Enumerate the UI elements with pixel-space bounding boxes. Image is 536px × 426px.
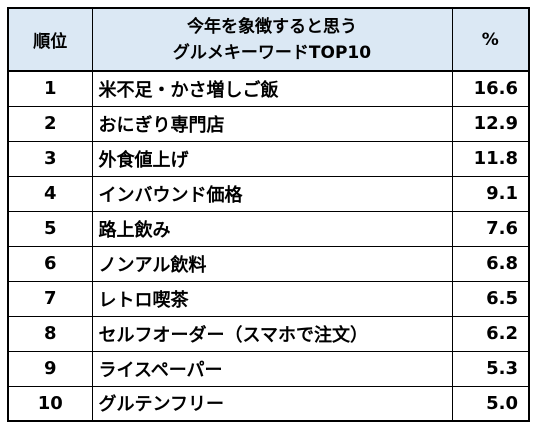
rank-cell: 6 <box>7 245 93 282</box>
percent-cell: 7.6 <box>451 210 530 247</box>
keyword-cell: 外食値上げ <box>91 140 453 177</box>
table-header: 順位 今年を象徴すると思う グルメキーワードTOP10 % <box>7 7 530 72</box>
percent-cell: 11.8 <box>451 140 530 177</box>
rank-cell: 4 <box>7 175 93 212</box>
keyword-cell: セルフオーダー（スマホで注文） <box>91 315 453 352</box>
percent-cell: 5.0 <box>451 385 530 422</box>
rank-cell: 1 <box>7 70 93 107</box>
table-row: 8 セルフオーダー（スマホで注文） 6.2 <box>7 315 530 352</box>
table-row: 7 レトロ喫茶 6.5 <box>7 280 530 317</box>
header-title: 今年を象徴すると思う グルメキーワードTOP10 <box>91 7 453 72</box>
rank-cell: 7 <box>7 280 93 317</box>
table-row: 5 路上飲み 7.6 <box>7 210 530 247</box>
rank-cell: 8 <box>7 315 93 352</box>
keyword-cell: おにぎり専門店 <box>91 105 453 142</box>
table-row: 4 インバウンド価格 9.1 <box>7 175 530 212</box>
keyword-cell: 米不足・かさ増しご飯 <box>91 70 453 107</box>
keyword-cell: ライスペーパー <box>91 350 453 387</box>
header-row: 順位 今年を象徴すると思う グルメキーワードTOP10 % <box>7 7 530 72</box>
table-row: 6 ノンアル飲料 6.8 <box>7 245 530 282</box>
keyword-cell: ノンアル飲料 <box>91 245 453 282</box>
percent-cell: 12.9 <box>451 105 530 142</box>
header-rank: 順位 <box>7 7 93 72</box>
table-body: 1 米不足・かさ増しご飯 16.6 2 おにぎり専門店 12.9 3 外食値上げ… <box>7 70 530 422</box>
keyword-cell: グルテンフリー <box>91 385 453 422</box>
percent-cell: 9.1 <box>451 175 530 212</box>
table-row: 1 米不足・かさ増しご飯 16.6 <box>7 70 530 107</box>
keyword-cell: レトロ喫茶 <box>91 280 453 317</box>
ranking-table: 順位 今年を象徴すると思う グルメキーワードTOP10 % 1 米不足・かさ増し… <box>7 7 530 422</box>
table-row: 9 ライスペーパー 5.3 <box>7 350 530 387</box>
rank-cell: 2 <box>7 105 93 142</box>
header-percent: % <box>451 7 530 72</box>
percent-cell: 6.8 <box>451 245 530 282</box>
percent-cell: 16.6 <box>451 70 530 107</box>
rank-cell: 9 <box>7 350 93 387</box>
rank-cell: 3 <box>7 140 93 177</box>
rank-cell: 5 <box>7 210 93 247</box>
percent-cell: 6.5 <box>451 280 530 317</box>
table-row: 10 グルテンフリー 5.0 <box>7 385 530 422</box>
table-row: 3 外食値上げ 11.8 <box>7 140 530 177</box>
table-row: 2 おにぎり専門店 12.9 <box>7 105 530 142</box>
percent-cell: 5.3 <box>451 350 530 387</box>
header-title-line2: グルメキーワードTOP10 <box>172 42 372 63</box>
percent-cell: 6.2 <box>451 315 530 352</box>
ranking-table-container: 順位 今年を象徴すると思う グルメキーワードTOP10 % 1 米不足・かさ増し… <box>7 7 530 422</box>
rank-cell: 10 <box>7 385 93 422</box>
keyword-cell: 路上飲み <box>91 210 453 247</box>
header-title-line1: 今年を象徴すると思う <box>187 16 357 37</box>
keyword-cell: インバウンド価格 <box>91 175 453 212</box>
